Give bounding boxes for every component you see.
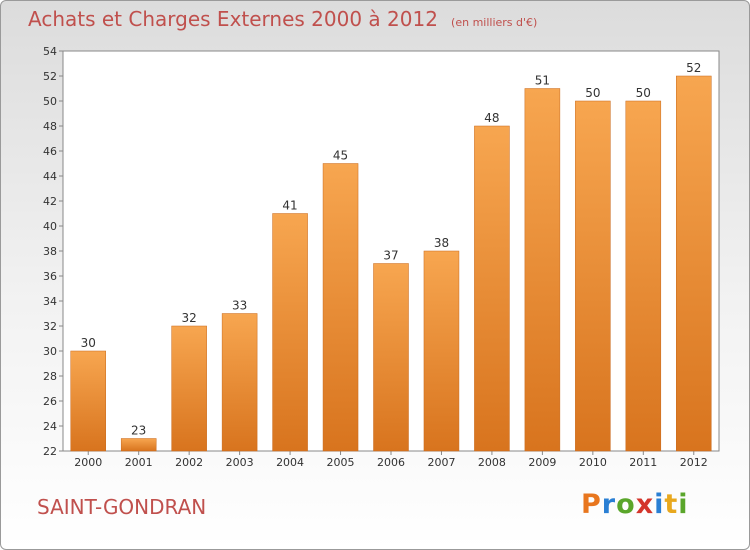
- x-tick-label: 2010: [579, 456, 607, 469]
- x-tick-label: 2000: [74, 456, 102, 469]
- x-tick-label: 2003: [226, 456, 254, 469]
- bar: [524, 88, 561, 452]
- x-tick-label: 2011: [629, 456, 657, 469]
- data-label: 45: [333, 149, 348, 163]
- bar: [474, 125, 510, 452]
- chart-title: Achats et Charges Externes 2000 à 2012: [28, 7, 438, 31]
- data-label: 50: [585, 86, 600, 100]
- bars-group: 30 23 32 33 41 45 37 38 48 51 50 50 52: [70, 61, 712, 452]
- y-tick-label: 28: [43, 370, 57, 383]
- x-tick-label: 2007: [427, 456, 455, 469]
- x-tick-label: 2002: [175, 456, 203, 469]
- y-tick-label: 24: [43, 420, 57, 433]
- y-tick-label: 52: [43, 70, 57, 83]
- proxiti-logo: Proxiti: [581, 489, 689, 520]
- data-label: 51: [535, 74, 550, 88]
- data-label: 37: [383, 249, 398, 263]
- x-tick-label: 2012: [680, 456, 708, 469]
- bar: [373, 263, 409, 452]
- title-row: Achats et Charges Externes 2000 à 2012 (…: [28, 7, 537, 31]
- y-axis: 22 24 26 28 30 32 34 36 38 40 42 44 46 48 50 52 54: [43, 45, 63, 458]
- y-tick-label: 32: [43, 320, 57, 333]
- y-tick-label: 46: [43, 145, 57, 158]
- x-tick-label: 2009: [528, 456, 556, 469]
- bar: [423, 250, 460, 452]
- bar: [625, 100, 662, 452]
- y-tick-label: 48: [43, 120, 57, 133]
- place-name: SAINT-GONDRAN: [37, 495, 207, 519]
- data-label: 50: [636, 86, 651, 100]
- data-label: 52: [686, 61, 701, 75]
- y-tick-label: 54: [43, 45, 57, 58]
- bar: [171, 325, 207, 452]
- bar: [221, 313, 258, 452]
- x-tick-label: 2006: [377, 456, 405, 469]
- y-tick-label: 40: [43, 220, 57, 233]
- data-label: 32: [182, 311, 197, 325]
- y-tick-label: 26: [43, 395, 57, 408]
- data-label: 41: [282, 199, 297, 213]
- y-tick-label: 50: [43, 95, 57, 108]
- data-label: 33: [232, 299, 247, 313]
- y-tick-label: 34: [43, 295, 57, 308]
- data-label: 48: [484, 111, 499, 125]
- y-tick-label: 30: [43, 345, 57, 358]
- bar: [676, 75, 712, 452]
- bar: [575, 100, 611, 452]
- data-label: 30: [81, 336, 96, 350]
- y-tick-label: 22: [43, 445, 57, 458]
- x-axis: 2000 2001 2002 2003 2004 2005 2006 2007 2008 2009…: [74, 451, 708, 469]
- y-tick-label: 42: [43, 195, 57, 208]
- x-tick-label: 2001: [125, 456, 153, 469]
- x-tick-label: 2005: [327, 456, 355, 469]
- bar: [272, 213, 308, 452]
- y-tick-label: 36: [43, 270, 57, 283]
- bar: [70, 350, 106, 452]
- bar: [120, 438, 157, 452]
- y-tick-label: 44: [43, 170, 57, 183]
- data-label: 23: [131, 424, 146, 438]
- chart-unit: (en milliers d'€): [451, 16, 538, 29]
- data-label: 38: [434, 236, 449, 250]
- x-tick-label: 2004: [276, 456, 304, 469]
- bar: [322, 163, 359, 452]
- y-tick-label: 38: [43, 245, 57, 258]
- x-tick-label: 2008: [478, 456, 506, 469]
